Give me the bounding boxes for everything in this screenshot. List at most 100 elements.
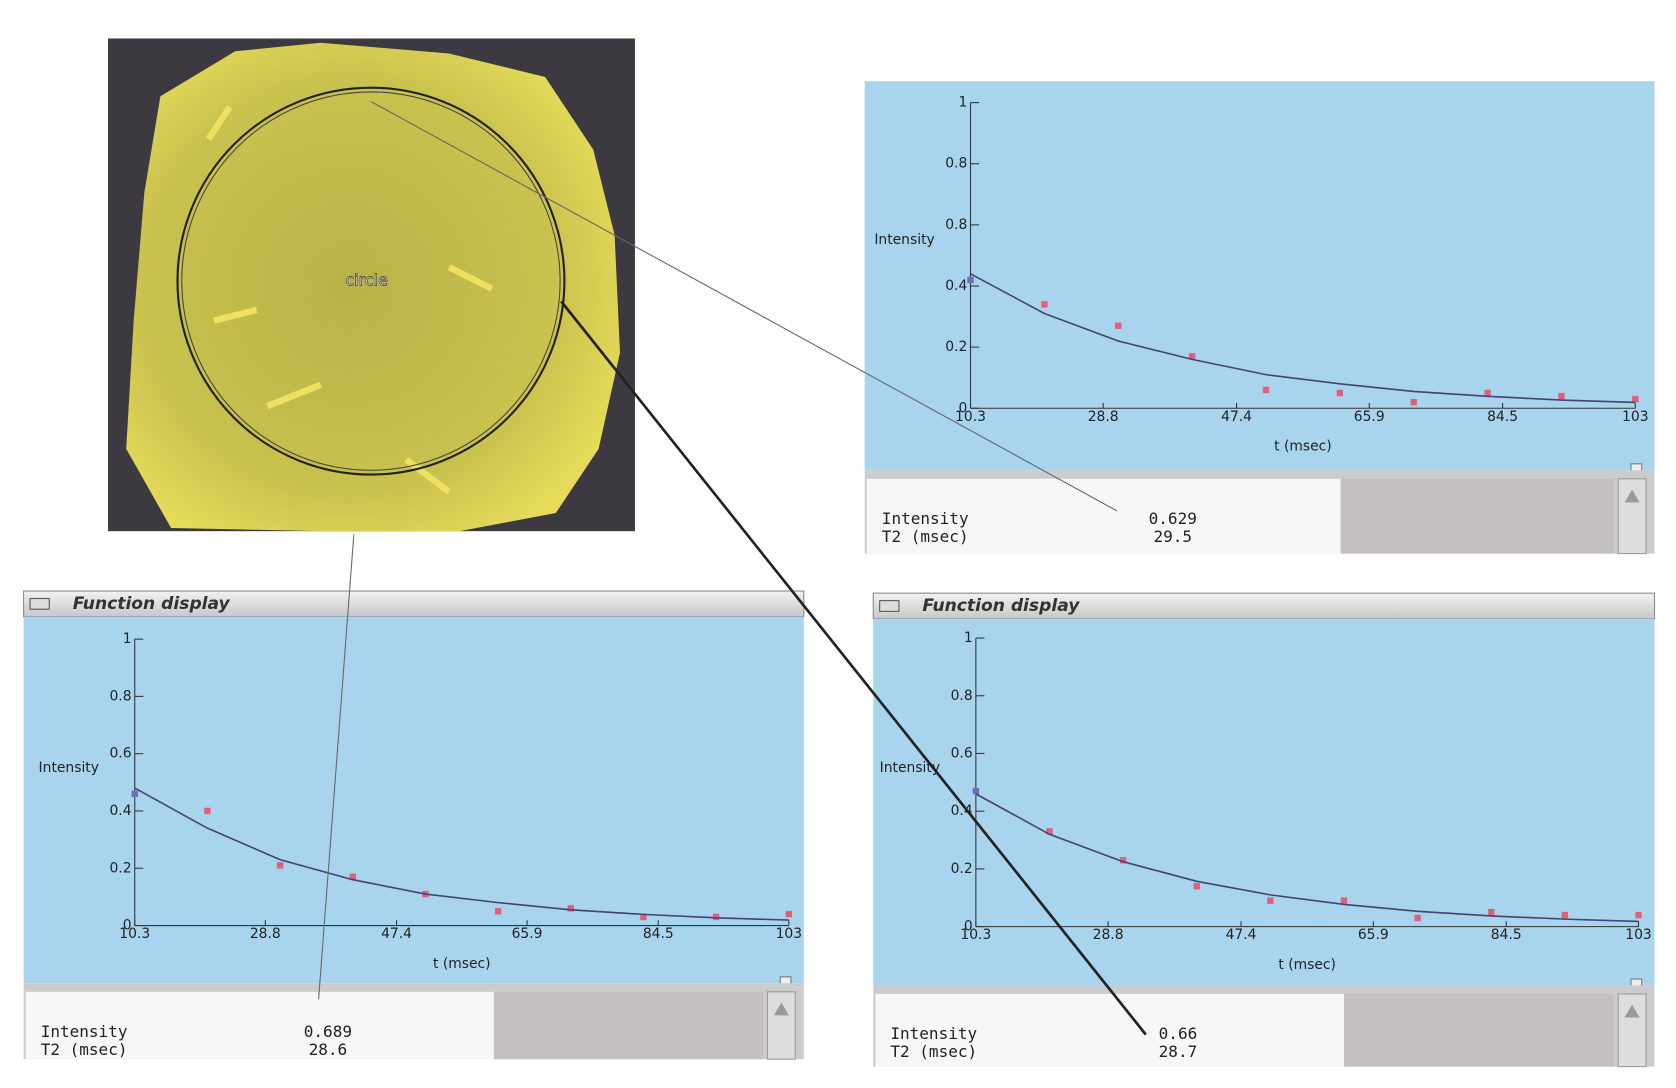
connectors: [318, 101, 1147, 1036]
plot-area: [864, 81, 1655, 471]
readout-value: 28.7: [1159, 1042, 1198, 1061]
y-tick-label: 0: [964, 919, 973, 935]
readout-value: 0.66: [1159, 1024, 1198, 1043]
connector: [370, 101, 1118, 512]
data-point: [1267, 897, 1274, 904]
data-point: [1632, 395, 1639, 403]
data-point: [1488, 908, 1495, 916]
data-point: [349, 873, 356, 881]
fit-line: [975, 793, 1639, 923]
function-display: Function display 0 0.2 0.4 0.6 0.8 1 10.3 28.8 47…: [872, 592, 1656, 1068]
scroll-up[interactable]: [1624, 1004, 1640, 1018]
fit-line: [970, 273, 1636, 404]
x-tick-label: 28.8: [250, 926, 281, 942]
y-tick-label: 0.8: [951, 688, 973, 704]
title-bar: [872, 592, 1656, 620]
title-bar: [23, 590, 805, 618]
charts: 0 0.2 0.4 0.8 0.8 1 10.3 28.8 47.4 65.9 84.5 103 Int…: [23, 81, 1656, 1068]
readout-gray-area: [1340, 478, 1614, 554]
y-tick-label: 1: [958, 95, 967, 111]
y-tick-label: 0.4: [945, 278, 967, 294]
y-tick-label: 0.2: [109, 860, 131, 876]
data-point: [785, 910, 793, 918]
data-point: [1262, 386, 1270, 394]
data-point: [1119, 857, 1127, 864]
data-point: [276, 862, 284, 869]
data-point: [131, 790, 138, 797]
data-point: [494, 908, 502, 915]
window-menu-button[interactable]: [29, 597, 50, 610]
window-title: Function display: [73, 594, 231, 614]
readout-label: T2 (msec): [41, 1040, 128, 1059]
readout-gray-area: [493, 991, 764, 1060]
plot-area: [23, 616, 804, 984]
x-tick-label: 103: [776, 926, 802, 942]
readout-text-area: [25, 991, 494, 1060]
readout-text-area: [866, 478, 1341, 554]
plot-area: [873, 618, 1655, 986]
data-point: [1046, 828, 1053, 835]
data-point: [1193, 883, 1200, 890]
x-tick-label: 28.8: [1093, 927, 1124, 943]
data-point: [1410, 398, 1417, 406]
roi-circle-inner: [181, 91, 561, 471]
y-tick-label: 0.2: [945, 339, 967, 355]
scrollbar[interactable]: [766, 991, 796, 1060]
x-tick-label: 84.5: [1487, 409, 1518, 425]
readout-value: 29.5: [1153, 527, 1192, 546]
scroll-up[interactable]: [1624, 489, 1640, 503]
data-point: [1414, 914, 1421, 922]
x-tick-label: 28.8: [1088, 409, 1119, 425]
connector: [560, 300, 1147, 1036]
data-point: [1561, 911, 1569, 919]
x-tick-label: 84.5: [1491, 927, 1522, 943]
readout-label: Intensity: [41, 1022, 128, 1041]
window-menu-button[interactable]: [879, 600, 900, 612]
y-tick-label: 0.4: [109, 803, 131, 819]
y-tick-label: 0: [958, 400, 967, 416]
data-point: [972, 787, 980, 795]
y-tick-label: 0.6: [109, 746, 131, 762]
x-tick-label: 10.3: [960, 927, 991, 943]
function-display: 0 0.2 0.4 0.8 0.8 1 10.3 28.8 47.4 65.9 84.5 103 Int…: [864, 81, 1655, 555]
x-tick-label: 65.9: [1358, 927, 1389, 943]
y-axis-title: Intensity: [880, 760, 940, 776]
x-tick-label: 47.4: [1221, 409, 1252, 425]
y-tick-label: 0.8: [945, 217, 967, 233]
y-tick-label: 0.8: [945, 156, 967, 172]
y-tick-label: 0.4: [951, 803, 973, 819]
roi-label: circle: [345, 271, 388, 290]
readout-value: 28.6: [309, 1040, 348, 1059]
readout-label: Intensity: [882, 509, 969, 528]
readout-text-area: [875, 993, 1345, 1067]
y-tick-label: 0.8: [109, 688, 131, 704]
y-tick-label: 1: [123, 631, 132, 647]
x-tick-label: 103: [1622, 409, 1648, 425]
readout-gray-area: [1344, 993, 1614, 1067]
data-point: [1115, 322, 1122, 329]
y-tick-label: 0: [123, 918, 132, 934]
x-tick-label: 47.4: [1226, 927, 1257, 943]
scan-image: [126, 42, 620, 532]
readout-label: T2 (msec): [882, 527, 969, 546]
readout-value: 0.689: [304, 1022, 352, 1041]
y-tick-label: 0.6: [951, 745, 973, 761]
data-point: [1484, 389, 1491, 397]
y-tick-label: 1: [964, 630, 973, 646]
readout-value: 0.629: [1149, 509, 1197, 528]
readout-label: T2 (msec): [890, 1042, 977, 1061]
readout-label: Intensity: [890, 1024, 977, 1043]
y-axis-title: Intensity: [874, 232, 934, 248]
data-point: [1188, 353, 1196, 360]
x-tick-label: 10.3: [955, 409, 986, 425]
data-point: [567, 905, 575, 912]
x-tick-label: 65.9: [1354, 409, 1385, 425]
scroll-up[interactable]: [773, 1002, 789, 1016]
connector: [318, 534, 355, 1000]
image-panel: circle: [108, 38, 635, 532]
x-tick-label: 84.5: [643, 926, 674, 942]
x-axis-title: t (msec): [1278, 957, 1336, 973]
data-point: [640, 913, 647, 921]
